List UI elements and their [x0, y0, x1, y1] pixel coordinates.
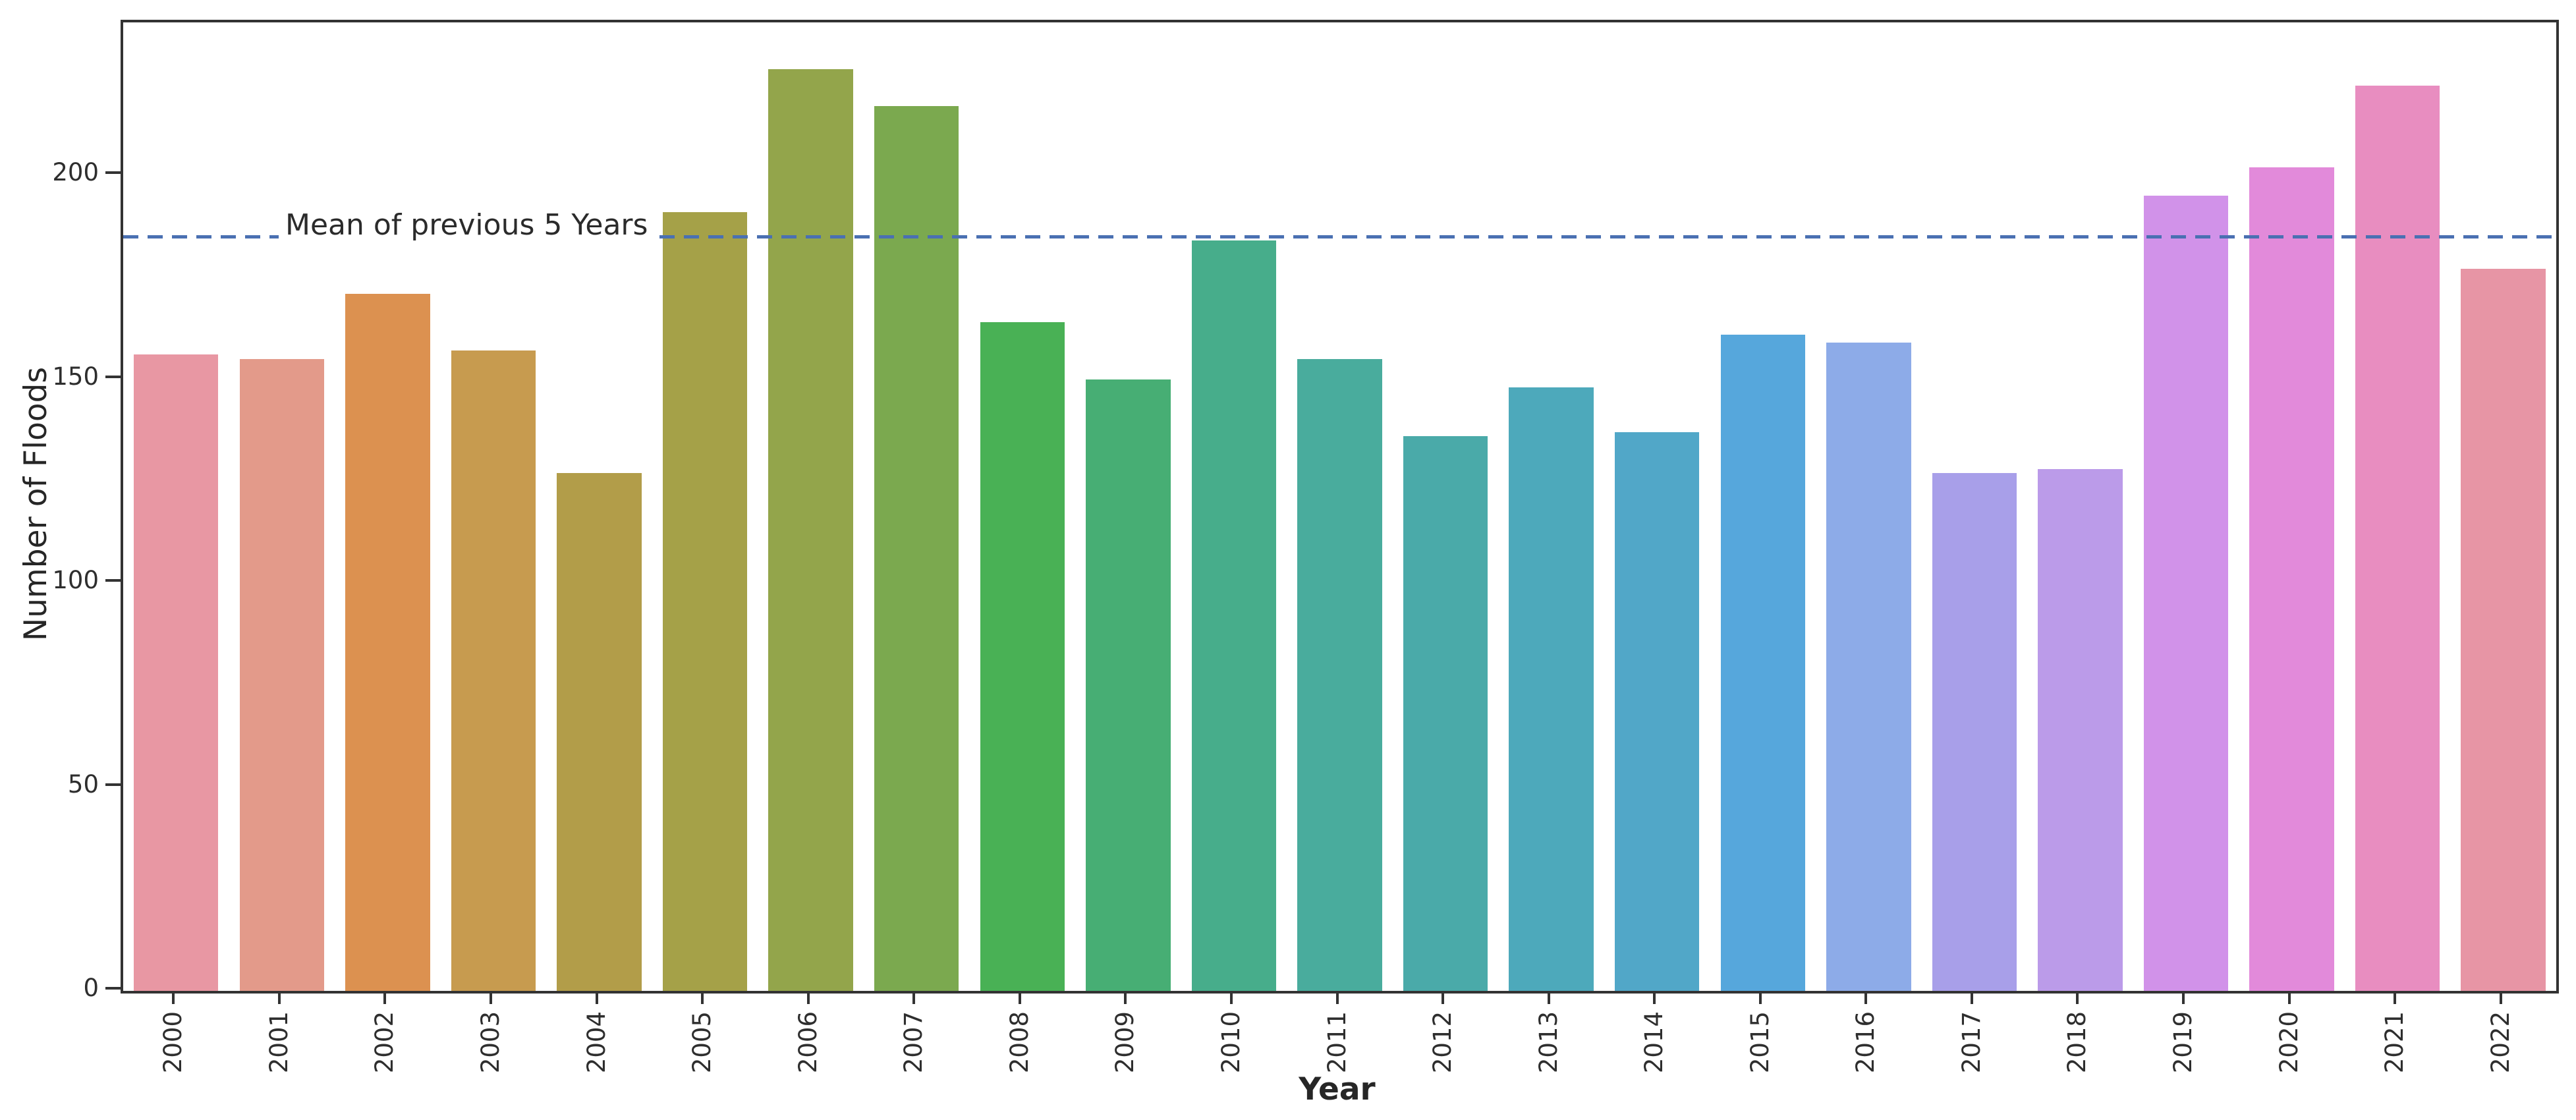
x-tick-label-2020: 2020: [2274, 1011, 2303, 1074]
x-tick-mark-2011: [1335, 991, 1339, 1004]
x-tick-label-2003: 2003: [476, 1011, 505, 1074]
x-tick-mark-2013: [1547, 991, 1550, 1004]
x-tick-mark-2005: [701, 991, 704, 1004]
x-tick-label-2019: 2019: [2169, 1011, 2198, 1074]
x-tick-label-2001: 2001: [264, 1011, 293, 1074]
x-tick-mark-2010: [1229, 991, 1233, 1004]
x-tick-mark-2017: [1970, 991, 1973, 1004]
bar-2000: [134, 354, 219, 991]
mean-line-label: Mean of previous 5 Years: [279, 204, 655, 247]
bar-2014: [1614, 432, 1700, 991]
bar-2019: [2143, 196, 2229, 991]
x-tick-mark-2019: [2182, 991, 2185, 1004]
x-tick-mark-2007: [912, 991, 916, 1004]
x-tick-label-2012: 2012: [1428, 1011, 1457, 1074]
y-tick-mark-200: [105, 171, 121, 175]
bar-2011: [1297, 358, 1382, 991]
bar-2005: [662, 211, 748, 991]
x-tick-label-2002: 2002: [370, 1011, 399, 1074]
y-tick-label-0: 0: [83, 974, 99, 1002]
x-tick-mark-2014: [1653, 991, 1656, 1004]
bar-2010: [1191, 240, 1277, 991]
x-tick-label-2021: 2021: [2380, 1011, 2409, 1074]
bar-2013: [1509, 387, 1594, 991]
y-tick-label-150: 150: [52, 362, 99, 391]
x-tick-mark-2008: [1018, 991, 1021, 1004]
x-tick-mark-2004: [595, 991, 598, 1004]
x-tick-mark-2000: [172, 991, 175, 1004]
x-tick-mark-2020: [2287, 991, 2291, 1004]
x-tick-mark-2009: [1124, 991, 1127, 1004]
bar-2007: [874, 105, 959, 991]
x-tick-mark-2003: [489, 991, 492, 1004]
y-tick-mark-50: [105, 783, 121, 786]
bar-2006: [768, 69, 853, 991]
y-tick-mark-0: [105, 987, 121, 990]
x-tick-label-2013: 2013: [1534, 1011, 1563, 1074]
x-tick-label-2005: 2005: [688, 1011, 717, 1074]
mean-reference-line: [123, 235, 2556, 239]
x-tick-mark-2022: [2499, 991, 2502, 1004]
bar-2021: [2355, 85, 2440, 991]
x-tick-mark-2021: [2394, 991, 2397, 1004]
x-tick-mark-2016: [1864, 991, 1868, 1004]
x-tick-mark-2018: [2076, 991, 2079, 1004]
bar-2009: [1086, 379, 1171, 991]
x-tick-label-2022: 2022: [2486, 1011, 2515, 1074]
x-tick-mark-2006: [806, 991, 810, 1004]
x-tick-label-2010: 2010: [1216, 1011, 1245, 1074]
bar-2012: [1403, 436, 1488, 991]
bar-2022: [2461, 269, 2546, 991]
x-tick-label-2009: 2009: [1111, 1011, 1140, 1074]
x-tick-label-2011: 2011: [1322, 1011, 1351, 1074]
x-tick-label-2018: 2018: [2063, 1011, 2092, 1074]
x-tick-label-2000: 2000: [159, 1011, 188, 1074]
bar-2020: [2249, 167, 2334, 991]
x-tick-mark-2012: [1442, 991, 1445, 1004]
bar-2018: [2038, 468, 2123, 991]
y-tick-mark-100: [105, 579, 121, 582]
bar-2001: [239, 358, 325, 991]
x-tick-label-2015: 2015: [1745, 1011, 1774, 1074]
y-tick-label-50: 50: [67, 770, 99, 798]
x-axis-label: Year: [1299, 1071, 1376, 1107]
bar-2004: [557, 472, 642, 991]
y-tick-mark-150: [105, 375, 121, 378]
plot-area: Mean of previous 5 Years: [121, 20, 2559, 994]
x-tick-label-2017: 2017: [1957, 1011, 1986, 1074]
bar-2015: [1720, 334, 1805, 991]
bar-2002: [345, 293, 430, 991]
x-tick-label-2014: 2014: [1640, 1011, 1669, 1074]
x-tick-label-2016: 2016: [1851, 1011, 1880, 1074]
x-tick-label-2008: 2008: [1005, 1011, 1034, 1074]
y-tick-label-100: 100: [52, 566, 99, 595]
bar-2016: [1826, 342, 1911, 991]
bar-2008: [980, 322, 1065, 991]
x-tick-mark-2002: [383, 991, 387, 1004]
bar-2017: [1932, 472, 2017, 991]
y-tick-label-200: 200: [52, 158, 99, 187]
bar-2003: [451, 350, 536, 991]
x-tick-label-2007: 2007: [899, 1011, 928, 1074]
x-tick-mark-2015: [1758, 991, 1762, 1004]
x-tick-label-2006: 2006: [793, 1011, 822, 1074]
x-tick-label-2004: 2004: [582, 1011, 611, 1074]
x-tick-mark-2001: [277, 991, 281, 1004]
